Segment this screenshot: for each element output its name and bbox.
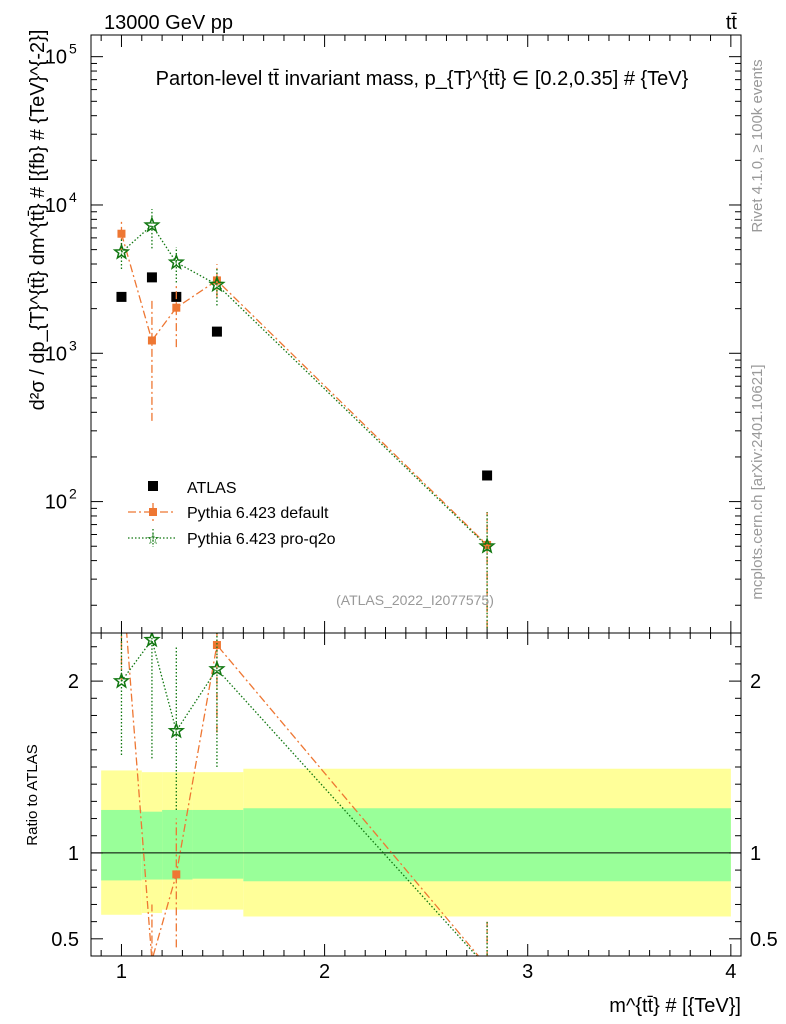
rivet-version-label: Rivet 4.1.0, ≥ 100k events <box>749 59 766 232</box>
band-inner <box>243 808 731 882</box>
legend-marker-atlas <box>148 481 158 491</box>
ratio-point-pythia_proq2o <box>208 659 226 677</box>
ratio-y-tick-label-left: 2 <box>68 671 79 693</box>
legend-marker-pythia-proq2o: ☆ <box>146 531 160 548</box>
ratio-plot-frame <box>90 632 742 957</box>
main-y-axis-label: d²σ / dp_{T}^{tt̄} dm^{tt̄} # [{fb} # {T… <box>27 30 49 411</box>
legend-label-pythia-default: Pythia 6.423 default <box>187 505 329 522</box>
ratio-point-pythia_proq2o <box>480 961 493 974</box>
point-pythia_proq2o <box>208 275 226 293</box>
band-inner <box>162 809 193 880</box>
y-tick-label-exponent: 4 <box>69 189 77 205</box>
y-tick-label-exponent: 5 <box>69 41 77 57</box>
band-inner <box>141 811 163 880</box>
ratio-point-pythia_default <box>172 870 181 879</box>
band-inner <box>101 809 142 881</box>
band-inner <box>192 809 244 879</box>
point-pythia_default <box>117 229 126 238</box>
legend-label-atlas: ATLAS <box>187 480 237 497</box>
process-label: tt̄ <box>726 12 738 34</box>
ratio-point-pythia_default <box>148 956 156 964</box>
x-axis-label: m^{tt̄} # [{TeV}] <box>609 995 741 1017</box>
y-tick-label-exponent: 3 <box>69 337 77 353</box>
legend-marker-pythia-default <box>149 508 157 516</box>
legend-label-pythia-proq2o: Pythia 6.423 pro-q2o <box>187 531 336 548</box>
point-atlas <box>116 291 127 302</box>
point-pythia_proq2o <box>478 536 496 554</box>
x-tick-label: 2 <box>319 961 330 983</box>
mcplots-label: mcplots.cern.ch [arXiv:2401.10621] <box>749 364 766 599</box>
y-tick-label: 10 <box>45 195 67 217</box>
y-tick-label: 10 <box>45 492 67 514</box>
ratio-y-axis-label: Ratio to ATLAS <box>24 744 41 845</box>
point-pythia_proq2o <box>112 243 131 260</box>
ratio-y-tick-label-left: 0.5 <box>51 929 79 951</box>
main-axis-ticks <box>91 35 741 633</box>
point-pythia_default <box>172 303 181 312</box>
ratio-point-pythia_proq2o <box>143 633 161 648</box>
point-pythia_default <box>483 540 492 549</box>
y-tick-label: 10 <box>45 47 67 69</box>
ratio-data-layer <box>112 562 493 974</box>
y-tick-label-exponent: 2 <box>69 486 77 502</box>
ratio-point-pythia_default <box>483 962 491 970</box>
main-data-layer <box>112 208 496 629</box>
x-tick-label: 1 <box>116 961 127 983</box>
point-atlas <box>482 470 493 481</box>
ratio-line-pythia_proq2o <box>120 638 478 956</box>
point-pythia_proq2o <box>167 253 186 270</box>
ratio-point-pythia_proq2o <box>112 671 131 689</box>
y-tick-label: 10 <box>45 343 67 365</box>
legend: ATLAS Pythia 6.423 default ☆ Pythia 6.42… <box>128 480 336 548</box>
ratio-point-pythia_proq2o <box>167 721 186 739</box>
energy-label: 13000 GeV pp <box>104 12 233 34</box>
ratio-point-pythia_default <box>117 562 125 570</box>
ratio-y-tick-label-left: 1 <box>68 843 79 865</box>
ratio-tick-labels: 0.5 0.5 1 1 2 2 1 2 3 4 <box>51 671 778 983</box>
x-tick-label: 4 <box>725 961 736 983</box>
point-pythia_default <box>147 336 156 345</box>
ratio-y-tick-label-right: 1 <box>750 843 761 865</box>
x-tick-label: 3 <box>522 961 533 983</box>
plot-title: Parton-level tt̄ invariant mass, p_{T}^{… <box>156 68 689 90</box>
ratio-point-pythia_default <box>212 641 221 650</box>
point-atlas <box>211 326 222 337</box>
point-atlas <box>146 272 157 283</box>
watermark: (ATLAS_2022_I2077575) <box>336 592 494 608</box>
ratio-y-tick-label-right: 0.5 <box>750 929 778 951</box>
point-pythia_proq2o <box>143 216 161 233</box>
line-pythia_default <box>120 233 488 546</box>
ratio-uncertainty-bands <box>91 768 741 917</box>
ratio-y-tick-label-right: 2 <box>750 671 761 693</box>
line-pythia_proq2o <box>121 224 488 547</box>
